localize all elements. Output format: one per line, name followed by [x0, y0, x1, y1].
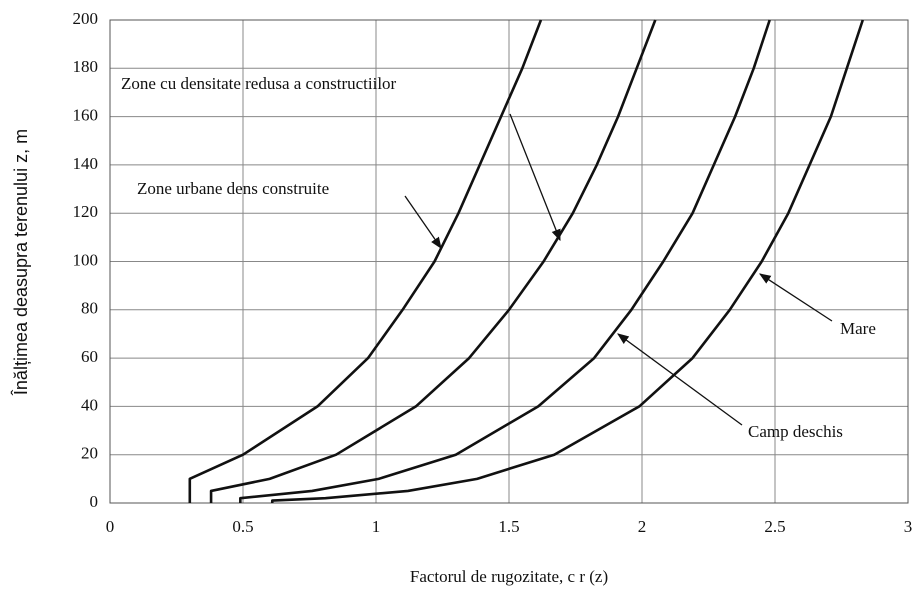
series-label: Zone cu densitate redusa a constructiilo…	[121, 74, 397, 93]
line	[270, 19, 865, 503]
annotation-arrow	[759, 273, 833, 322]
x-tick-label: 3	[904, 517, 913, 536]
y-tick-label: 120	[73, 202, 99, 221]
y-tick-label: 60	[81, 347, 98, 366]
series-label: Zone urbane dens construite	[137, 179, 329, 198]
annotation-arrow	[509, 113, 561, 242]
annotation-arrow	[617, 333, 743, 426]
y-tick-label: 160	[73, 106, 99, 125]
x-tick-label: 1	[372, 517, 381, 536]
line	[188, 19, 543, 503]
y-tick-label: 100	[73, 250, 99, 269]
y-tick-label: 80	[81, 299, 98, 318]
y-axis-label: Înălțimea deasupra terenului z, m	[11, 129, 31, 396]
y-tick-label: 0	[90, 492, 99, 511]
y-tick-label: 180	[73, 57, 99, 76]
x-tick-label: 1.5	[498, 517, 519, 536]
series-label: Camp deschis	[748, 422, 843, 441]
y-tick-label: 200	[73, 9, 99, 28]
y-tick-label: 20	[81, 444, 98, 463]
x-axis-label: Factorul de rugozitate, c r (z)	[410, 567, 608, 586]
y-tick-label: 140	[73, 154, 99, 173]
plot-frame	[109, 19, 909, 504]
series-label: Mare	[840, 319, 876, 338]
x-tick-label: 2	[638, 517, 647, 536]
line	[209, 19, 657, 503]
line	[239, 19, 771, 503]
annotation-arrow	[404, 195, 442, 249]
x-tick-label: 2.5	[764, 517, 785, 536]
x-tick-label: 0	[106, 517, 115, 536]
x-tick-label: 0.5	[232, 517, 253, 536]
y-tick-label: 40	[81, 395, 98, 414]
